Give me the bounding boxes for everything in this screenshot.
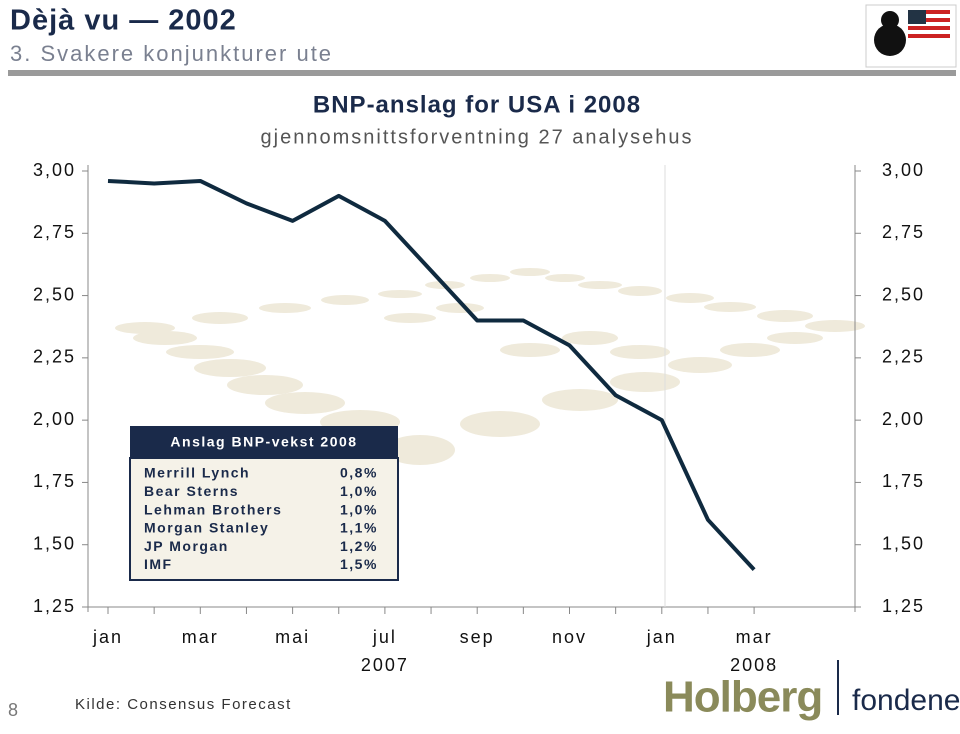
table-name: Morgan Stanley bbox=[144, 520, 269, 536]
x-tick-label: mar bbox=[736, 627, 773, 647]
y-tick-label: 3,00 bbox=[33, 160, 76, 180]
y2-tick-label: 2,50 bbox=[882, 284, 925, 304]
line-series bbox=[107, 178, 756, 571]
y2-tick-label: 2,25 bbox=[882, 347, 925, 367]
table-name: JP Morgan bbox=[144, 538, 229, 554]
table-value: 1,5% bbox=[340, 556, 378, 572]
x-tick-label: sep bbox=[460, 627, 495, 647]
table-name: Bear Sterns bbox=[144, 483, 239, 499]
table-name: IMF bbox=[144, 556, 173, 572]
y-tick-label: 2,75 bbox=[33, 222, 76, 242]
y2-tick-label: 1,50 bbox=[882, 533, 925, 553]
chart-subtitle: gjennomsnittsforventning 27 analysehus bbox=[261, 126, 694, 148]
y-tick-label: 2,25 bbox=[33, 347, 76, 367]
slide-title: Dèjà vu — 2002 bbox=[10, 5, 237, 37]
inset-table: Anslag BNP-vekst 2008 Merrill Lynch 0,8% B… bbox=[129, 426, 399, 581]
y2-tick-label: 2,00 bbox=[882, 409, 925, 429]
x-tick-label: mai bbox=[275, 627, 310, 647]
table-value: 1,0% bbox=[340, 501, 378, 517]
y-tick-label: 1,25 bbox=[33, 596, 76, 616]
y2-tick-label: 1,25 bbox=[882, 596, 925, 616]
logo: Holberg bbox=[663, 673, 822, 722]
table-name: Merrill Lynch bbox=[144, 465, 250, 481]
background-decor bbox=[115, 268, 865, 465]
page-number: 8 bbox=[8, 700, 18, 720]
x-tick-label: jan bbox=[92, 627, 123, 647]
y2-tick-label: 3,00 bbox=[882, 160, 925, 180]
y-tick-label: 1,50 bbox=[33, 533, 76, 553]
x-tick-label: nov bbox=[552, 627, 587, 647]
y-tick-label: 2,00 bbox=[33, 409, 76, 429]
table-value: 1,1% bbox=[340, 520, 378, 536]
y2-tick-label: 1,75 bbox=[882, 471, 925, 491]
logo-sub: fondene bbox=[852, 684, 960, 717]
y-tick-label: 2,50 bbox=[33, 284, 76, 304]
table-title: Anslag BNP-vekst 2008 bbox=[170, 434, 357, 450]
year-label: 2007 bbox=[361, 655, 409, 675]
slide-subtitle: 3. Svakere konjunkturer ute bbox=[10, 41, 333, 66]
table-value: 1,2% bbox=[340, 538, 378, 554]
chart-title: BNP-anslag for USA i 2008 bbox=[313, 91, 641, 118]
table-value: 1,0% bbox=[340, 483, 378, 499]
y2-tick-label: 2,75 bbox=[882, 222, 925, 242]
y-tick-label: 1,75 bbox=[33, 471, 76, 491]
year-label: 2008 bbox=[730, 655, 778, 675]
source: Kilde: Consensus Forecast bbox=[75, 696, 292, 713]
x-tick-label: jan bbox=[646, 627, 677, 647]
x-tick-label: jul bbox=[372, 627, 397, 647]
header-rule bbox=[8, 70, 956, 76]
table-name: Lehman Brothers bbox=[144, 501, 282, 517]
flag-icon bbox=[865, 4, 957, 68]
x-tick-label: mar bbox=[182, 627, 219, 647]
table-value: 0,8% bbox=[340, 465, 378, 481]
